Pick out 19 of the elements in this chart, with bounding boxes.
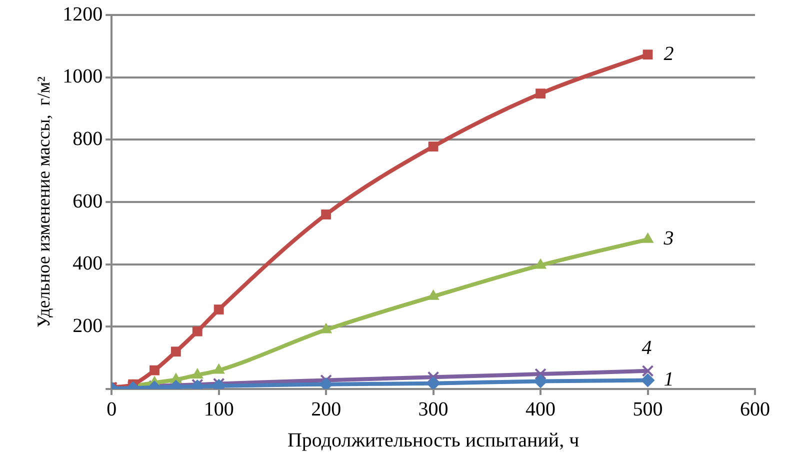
x-tick-label: 0 xyxy=(106,398,117,420)
y-tick-label: 600 xyxy=(72,190,103,212)
y-tick-label: 1200 xyxy=(62,3,103,26)
y-axis-title: Удельное изменение массы, г/м² xyxy=(34,76,54,328)
x-tick-label: 200 xyxy=(311,398,342,420)
y-tick-label: 200 xyxy=(72,314,103,337)
x-axis-title: Продолжительность испытаний, ч xyxy=(287,429,580,452)
series-label: 3 xyxy=(662,228,674,250)
x-tick-label: 500 xyxy=(632,398,663,420)
y-tick-label: 800 xyxy=(72,128,103,150)
series-label: 4 xyxy=(642,337,652,360)
y-tick-label: 1000 xyxy=(62,66,103,88)
x-tick-label: 400 xyxy=(526,398,556,420)
x-tick-label: 300 xyxy=(418,398,448,420)
x-tick-label: 100 xyxy=(204,398,234,420)
y-tick-label: 400 xyxy=(72,252,103,275)
x-tick-label: 600 xyxy=(740,398,770,420)
series-label: 1 xyxy=(664,368,674,391)
series-label: 2 xyxy=(664,42,674,65)
